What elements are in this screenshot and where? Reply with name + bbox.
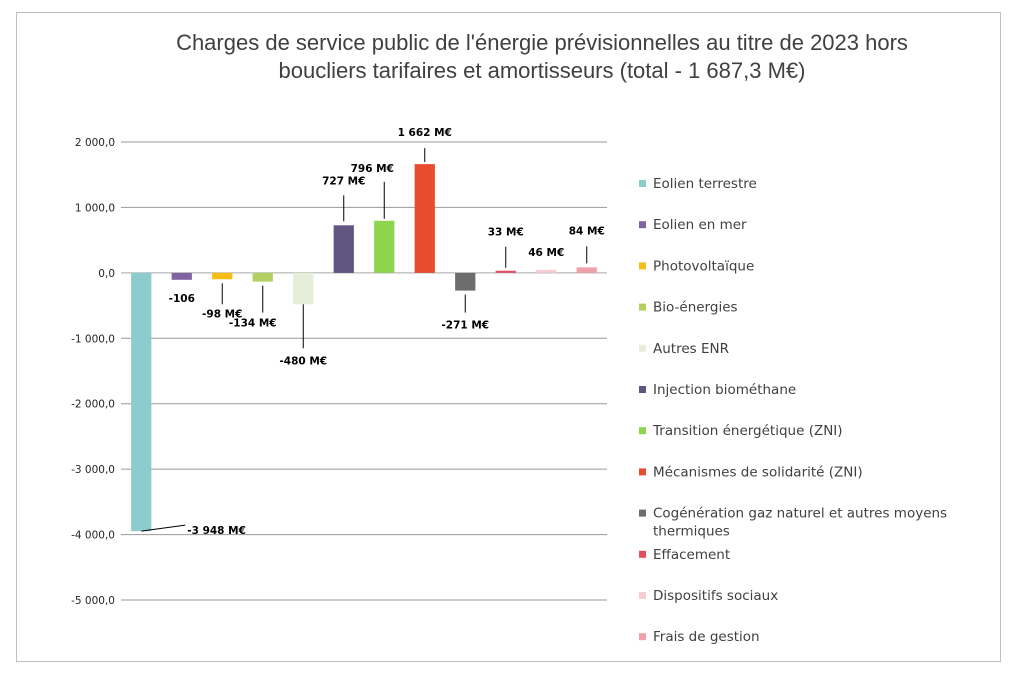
bar-autres-enr [293, 272, 314, 305]
data-label-autres-enr: -480 M€ [279, 355, 327, 367]
data-label-leader-lines [141, 148, 588, 532]
chart-title-line-2: boucliers tarifaires et amortisseurs (to… [279, 58, 806, 83]
bar-effacement [495, 270, 516, 273]
data-label-photovoltaique: -98 M€ [202, 308, 242, 320]
legend-item-eolien-terrestre: Eolien terrestre [653, 176, 757, 192]
bar-eolien-en-mer [171, 272, 192, 280]
data-label-frais-de-gestion: 84 M€ [569, 225, 605, 237]
legend-item-dispositifs-sociaux: Dispositifs sociaux [653, 588, 778, 604]
y-tick-label: -1 000,0 [71, 333, 115, 345]
gridlines [121, 141, 607, 601]
legend-swatch [639, 262, 646, 270]
bars [131, 164, 597, 532]
legend-swatch [639, 509, 646, 517]
chart-canvas: Charges de service public de l'énergie p… [71, 30, 947, 645]
data-label-eolien-en-mer: -106 [169, 293, 195, 305]
legend-swatch [639, 344, 646, 352]
bar-cogeneration-gaz-naturel-et-autres-moyens-thermiques [455, 272, 476, 291]
legend-swatch [639, 592, 646, 599]
bar-dispositifs-sociaux [536, 269, 557, 273]
legend-item-effacement: Effacement [653, 547, 730, 563]
data-label-leader-line [141, 524, 186, 532]
bar-bio-energies [252, 272, 273, 282]
data-label-effacement: 33 M€ [488, 227, 524, 239]
legend-swatch [639, 633, 646, 641]
data-label-bio-energies: -134 M€ [229, 318, 277, 330]
bar-injection-biomethane [333, 225, 354, 273]
y-axis-tick-labels: 2 000,0 1 000,0 0,0 -1 000,0 -2 000,0 -3 000,… [71, 137, 115, 607]
y-tick-label: -4 000,0 [71, 530, 115, 542]
legend-item-injection-biomethane: Injection biométhane [653, 382, 796, 398]
y-tick-label: 0,0 [98, 268, 115, 280]
y-tick-label: -3 000,0 [71, 464, 115, 476]
legend-item-mecanismes-de-solidarite-zni: Mécanismes de solidarité (ZNI) [653, 464, 863, 480]
legend-swatch [639, 427, 646, 435]
bar-mecanismes-de-solidarite-zni [414, 164, 435, 273]
bar-photovoltaique [212, 272, 233, 280]
data-label-cogeneration-gaz-naturel-et-autres-moyens-thermiques: -271 M€ [441, 320, 489, 332]
chart-title-line-1: Charges de service public de l'énergie p… [176, 30, 908, 55]
legend-swatch [639, 550, 646, 558]
legend-item-cogeneration-gaz-naturel-et-autres-moyens-thermiques: Cogénération gaz naturel et autres moyen… [653, 506, 947, 540]
legend-swatch [639, 303, 646, 311]
data-label-mecanismes-de-solidarite-zni: 1 662 M€ [398, 127, 452, 139]
data-labels: -3 948 M€ -106 -98 M€-134 M€ -480 M€ 727 M€7… [169, 127, 605, 537]
bar-eolien-terrestre [131, 272, 152, 532]
legend: Eolien terrestre Eolien en mer Photovoltaï… [639, 176, 947, 645]
legend-swatch [639, 386, 646, 393]
legend-item-autres-enr: Autres ENR [653, 341, 729, 357]
y-tick-label: -2 000,0 [71, 399, 115, 411]
data-label-injection-biomethane: 727 M€ [322, 175, 365, 187]
legend-item-bio-energies: Bio-énergies [653, 300, 738, 316]
legend-item-eolien-en-mer: Eolien en mer [653, 217, 747, 233]
legend-item-photovoltaique: Photovoltaïque [653, 258, 754, 274]
legend-swatch [639, 468, 646, 476]
chart-title: Charges de service public de l'énergie p… [176, 30, 908, 83]
data-label-eolien-terrestre: -3 948 M€ [187, 525, 246, 537]
data-label-transition-energetique-zni: 796 M€ [351, 163, 394, 175]
y-tick-label: 2 000,0 [75, 137, 115, 149]
y-tick-label: 1 000,0 [75, 202, 115, 214]
y-tick-label: -5 000,0 [71, 595, 115, 607]
legend-swatch [639, 221, 646, 229]
bar-transition-energetique-zni [374, 220, 395, 273]
bar-frais-de-gestion [576, 267, 597, 273]
legend-item-transition-energetique-zni: Transition énergétique (ZNI) [652, 423, 843, 439]
legend-swatch [639, 180, 646, 187]
data-label-dispositifs-sociaux: 46 M€ [528, 247, 564, 259]
chart-frame: Charges de service public de l'énergie p… [16, 12, 1001, 662]
legend-item-frais-de-gestion: Frais de gestion [653, 629, 760, 645]
